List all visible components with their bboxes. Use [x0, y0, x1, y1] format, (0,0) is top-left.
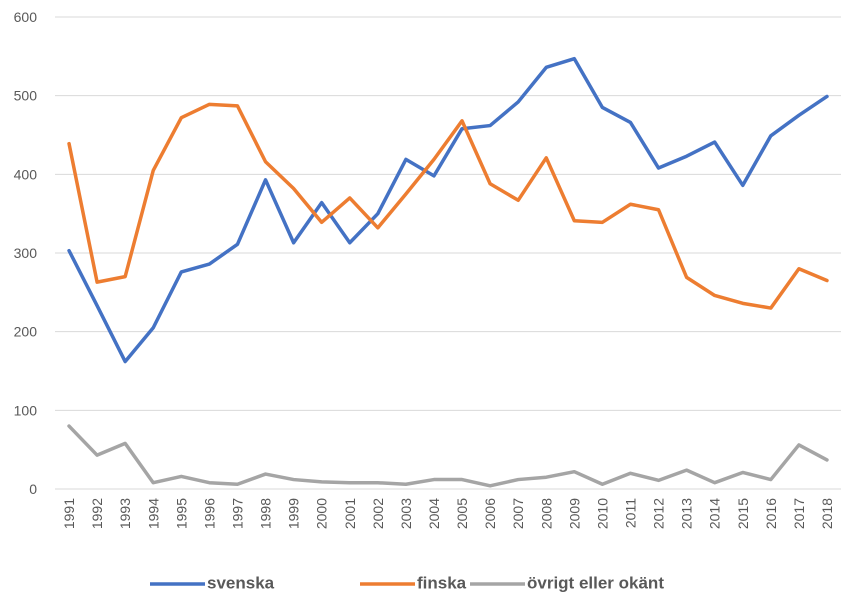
x-tick-label: 2002	[370, 498, 386, 529]
x-tick-label: 2004	[426, 498, 442, 529]
y-tick-label: 200	[14, 324, 38, 340]
x-tick-label: 2015	[735, 498, 751, 529]
x-tick-label: 2008	[538, 498, 554, 529]
x-tick-label: 2000	[314, 498, 330, 529]
x-tick-label: 1999	[286, 498, 302, 529]
x-tick-label: 2017	[791, 498, 807, 529]
x-tick-label: 2009	[566, 498, 582, 529]
x-tick-label: 1997	[229, 498, 245, 529]
x-tick-label: 2016	[763, 498, 779, 529]
x-tick-label: 2006	[482, 498, 498, 529]
x-tick-label: 1996	[201, 498, 217, 529]
x-tick-label: 1995	[173, 498, 189, 529]
x-tick-label: 1994	[145, 498, 161, 529]
legend-label: finska	[417, 573, 467, 592]
x-tick-label: 1991	[61, 498, 77, 529]
x-tick-label: 2007	[510, 498, 526, 529]
x-tick-label: 2010	[594, 498, 610, 529]
series-line	[67, 56, 829, 364]
y-tick-label: 500	[14, 88, 38, 104]
x-tick-label: 2005	[454, 498, 470, 529]
x-tick-label: 2018	[819, 498, 835, 529]
x-tick-label: 2001	[342, 498, 358, 529]
x-tick-label: 1993	[117, 498, 133, 529]
series-line	[67, 424, 829, 488]
x-tick-label: 1998	[258, 498, 274, 529]
legend-label: svenska	[207, 573, 275, 592]
x-tick-label: 2013	[679, 498, 695, 529]
x-tick-label: 1992	[89, 498, 105, 529]
x-tick-label: 2011	[622, 498, 638, 528]
y-tick-label: 0	[29, 481, 37, 497]
x-tick-label: 2012	[651, 498, 667, 529]
y-tick-label: 400	[14, 166, 38, 182]
series-line	[67, 102, 829, 310]
x-tick-label: 2003	[398, 498, 414, 529]
legend-label: övrigt eller okänt	[527, 573, 664, 592]
x-tick-label: 2014	[707, 498, 723, 529]
y-tick-label: 300	[14, 245, 38, 261]
y-tick-label: 600	[14, 9, 38, 25]
y-tick-label: 100	[14, 402, 38, 418]
